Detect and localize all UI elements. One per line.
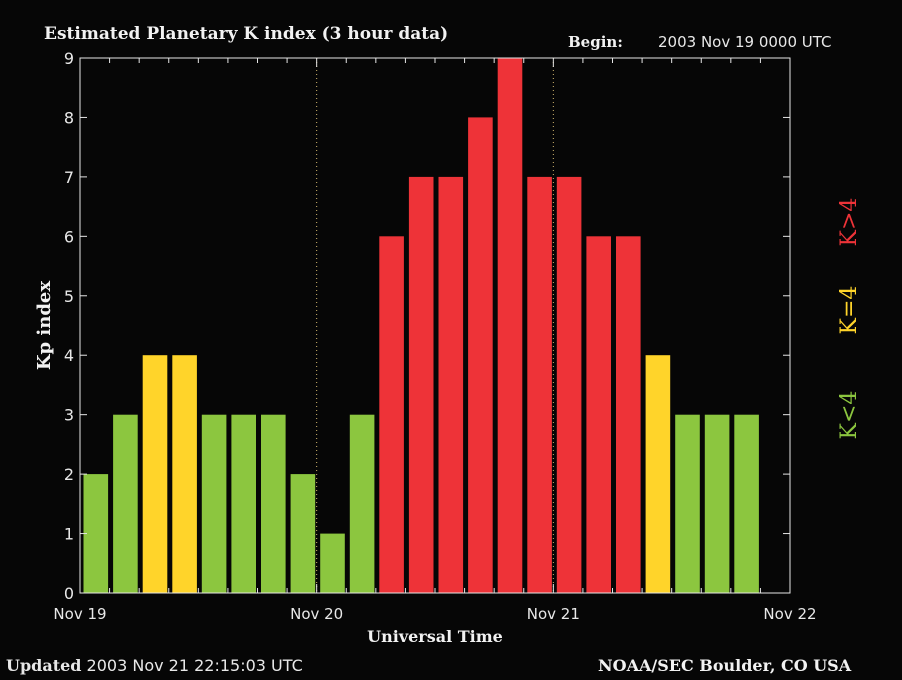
kp-bar — [172, 355, 197, 593]
y-tick-label: 1 — [64, 525, 74, 544]
kp-bar — [438, 176, 464, 593]
kp-bar — [556, 176, 582, 593]
y-axis-label: Kp index — [34, 281, 55, 370]
legend: K<4 K=4 K>4 — [837, 198, 862, 440]
chart-title: Estimated Planetary K index (3 hour data… — [44, 24, 449, 44]
kp-bar — [83, 474, 109, 593]
y-tick-label: 0 — [64, 584, 74, 603]
y-tick-label: 4 — [64, 346, 74, 365]
x-tick-label: Nov 20 — [290, 605, 343, 623]
x-axis: Nov 19 Nov 20 Nov 21 Nov 22 — [53, 58, 817, 623]
legend-entry: K<4 — [837, 391, 862, 440]
y-tick-label: 7 — [64, 168, 74, 187]
y-tick-label: 9 — [64, 49, 74, 68]
kp-bar — [349, 414, 375, 593]
updated-timestamp: Updated 2003 Nov 21 22:15:03 UTC — [6, 656, 303, 675]
kp-bar — [527, 176, 552, 593]
y-tick-label: 6 — [64, 227, 74, 246]
y-axis: 0 1 2 3 4 5 6 7 8 9 — [64, 49, 790, 603]
kp-bar — [734, 414, 759, 593]
kp-bar — [290, 474, 316, 593]
kp-bar — [201, 414, 227, 593]
kp-bar — [645, 355, 671, 593]
x-tick-label: Nov 19 — [53, 605, 106, 623]
updated-label: Updated — [6, 656, 82, 675]
kp-bar — [497, 58, 523, 593]
y-tick-label: 3 — [64, 406, 74, 425]
bars-layer — [83, 58, 759, 594]
x-axis-label: Universal Time — [367, 627, 503, 646]
kp-bar — [468, 117, 493, 594]
kp-bar — [616, 236, 641, 594]
x-tick-label: Nov 21 — [527, 605, 580, 623]
kp-bar — [261, 414, 286, 593]
kp-bar — [320, 533, 345, 593]
kp-bar — [379, 236, 404, 594]
kp-bar — [586, 236, 611, 594]
kp-bar — [408, 176, 434, 593]
begin-label: Begin: — [568, 33, 623, 51]
x-tick-label: Nov 22 — [763, 605, 816, 623]
legend-entry: K=4 — [837, 286, 862, 335]
y-tick-label: 8 — [64, 108, 74, 127]
kp-bar — [231, 414, 256, 593]
credit-line: NOAA/SEC Boulder, CO USA — [598, 656, 852, 675]
updated-value: 2003 Nov 21 22:15:03 UTC — [86, 656, 303, 675]
kp-bar — [675, 414, 700, 593]
legend-entry: K>4 — [837, 198, 862, 247]
y-tick-label: 5 — [64, 287, 74, 306]
kp-bar — [704, 414, 730, 593]
kp-bar — [113, 414, 138, 593]
begin-value: 2003 Nov 19 0000 UTC — [658, 33, 832, 51]
y-tick-label: 2 — [64, 465, 74, 484]
kp-bar — [142, 355, 168, 593]
